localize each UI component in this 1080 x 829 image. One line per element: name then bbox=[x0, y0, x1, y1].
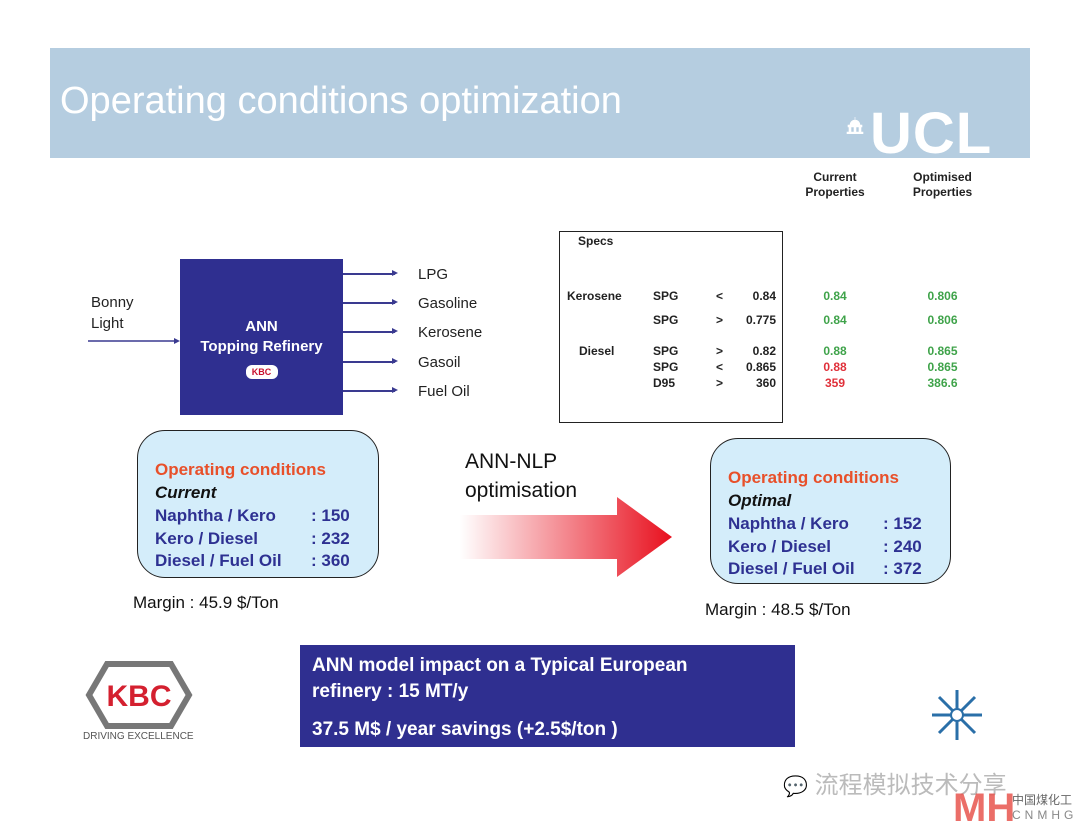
ann-topping-refinery-block: ANN Topping Refinery KBC bbox=[180, 259, 343, 415]
arrowhead-icon bbox=[392, 358, 398, 364]
product-label: LPG bbox=[418, 266, 449, 283]
optimal-item-value: : 372 bbox=[883, 559, 922, 578]
product-arrow bbox=[343, 331, 395, 333]
feed-label: Bonny Light bbox=[91, 294, 134, 332]
current-margin: Margin : 45.9 $/Ton bbox=[133, 593, 279, 612]
kbc-small-logo: KBC bbox=[245, 365, 278, 379]
current-item-value: : 360 bbox=[311, 551, 350, 570]
current-subheading: Current bbox=[155, 483, 217, 502]
optimal-item-value: : 240 bbox=[883, 536, 922, 556]
product-label: Gasoil bbox=[418, 354, 461, 371]
cnmhg-logo-mark: MH bbox=[953, 786, 1016, 829]
row-operator: > bbox=[716, 376, 724, 390]
row-optimised: 386.6 bbox=[927, 376, 958, 390]
arrow-label-line1: ANN-NLP bbox=[465, 450, 558, 473]
title-banner bbox=[50, 48, 1030, 158]
optimal-subheading: Optimal bbox=[728, 491, 792, 510]
row-optimised: 0.806 bbox=[927, 289, 958, 303]
row-property: SPG bbox=[653, 313, 679, 327]
watermark-caption: 流程模拟技术分享 bbox=[814, 772, 1007, 799]
slide-title: Operating conditions optimization bbox=[60, 80, 622, 122]
row-optimised: 0.865 bbox=[927, 360, 958, 374]
optimal-item-name: Kero / Diesel bbox=[728, 536, 831, 556]
optimal-margin: Margin : 48.5 $/Ton bbox=[705, 600, 851, 619]
current-item-name: Kero / Diesel bbox=[155, 528, 258, 548]
optimal-conditions-box bbox=[710, 438, 951, 584]
row-property: SPG bbox=[653, 360, 679, 374]
product-label: Fuel Oil bbox=[418, 383, 470, 400]
row-property: SPG bbox=[653, 289, 679, 303]
optimal-item-name: Naphtha / Kero bbox=[728, 514, 849, 533]
current-heading: Operating conditions bbox=[155, 460, 326, 479]
row-limit: 0.775 bbox=[746, 313, 777, 327]
impact-line2: refinery : 15 MT/y bbox=[312, 681, 469, 702]
specs-table bbox=[559, 231, 783, 423]
snowflake-icon bbox=[932, 690, 982, 740]
impact-line3: 37.5 M$ / year savings (+2.5$/ton ) bbox=[312, 719, 618, 740]
ucl-logo: UCL bbox=[870, 101, 993, 166]
impact-line1: ANN model impact on a Typical European bbox=[312, 655, 688, 676]
row-product: Kerosene bbox=[567, 289, 622, 303]
header-optimised-properties: Optimised Properties bbox=[912, 170, 973, 199]
arrow-label: ANN-NLP optimisation bbox=[465, 447, 577, 505]
arrowhead-icon bbox=[392, 299, 398, 305]
optimisation-arrow bbox=[460, 497, 672, 577]
arrow-label-line2: optimisation bbox=[465, 479, 578, 502]
row-operator: > bbox=[716, 344, 724, 358]
current-item-value: : 150 bbox=[311, 506, 350, 525]
row-optimised: 0.865 bbox=[927, 344, 958, 358]
row-current: 0.84 bbox=[823, 313, 847, 327]
product-arrow bbox=[343, 302, 395, 304]
current-item-name: Naphtha / Kero bbox=[155, 506, 276, 525]
kbc-logo: KBC bbox=[85, 661, 193, 729]
product-arrow bbox=[343, 361, 395, 363]
product-arrow bbox=[343, 390, 395, 392]
current-item-value: : 232 bbox=[311, 528, 350, 548]
current-conditions-box bbox=[137, 430, 379, 578]
row-current: 0.88 bbox=[823, 344, 847, 358]
row-product: Diesel bbox=[579, 344, 615, 358]
product-label: Gasoline bbox=[418, 295, 478, 312]
optimal-heading: Operating conditions bbox=[728, 468, 899, 487]
watermark-text: 💬 流程模拟技术分享 bbox=[783, 765, 1007, 800]
row-property: D95 bbox=[653, 376, 676, 390]
current-item-name: Diesel / Fuel Oil bbox=[155, 551, 282, 570]
wechat-icon: 💬 bbox=[783, 776, 808, 798]
row-operator: < bbox=[716, 289, 724, 303]
arrowhead-icon bbox=[392, 270, 398, 276]
row-operator: > bbox=[716, 313, 724, 327]
unit-line2: Topping Refinery bbox=[200, 338, 323, 355]
unit-line1: ANN bbox=[245, 318, 278, 335]
specs-label: Specs bbox=[578, 234, 614, 248]
kbc-tagline: DRIVING EXCELLENCE bbox=[83, 731, 194, 742]
ucl-dome-icon bbox=[846, 117, 864, 134]
svg-text:KBC: KBC bbox=[107, 680, 172, 713]
row-limit: 0.865 bbox=[746, 360, 777, 374]
product-arrow bbox=[343, 273, 395, 275]
optimal-item-name: Diesel / Fuel Oil bbox=[728, 559, 855, 578]
row-limit: 360 bbox=[755, 376, 776, 390]
row-optimised: 0.806 bbox=[927, 313, 958, 327]
impact-box: ANN model impact on a Typical European r… bbox=[300, 645, 795, 747]
row-current: 0.84 bbox=[823, 289, 847, 303]
row-current: 359 bbox=[824, 376, 846, 390]
row-property: SPG bbox=[653, 344, 679, 358]
arrowhead-icon bbox=[392, 387, 398, 393]
row-limit: 0.84 bbox=[752, 289, 776, 303]
row-current: 0.88 bbox=[823, 360, 847, 374]
row-operator: < bbox=[716, 360, 724, 374]
optimal-item-value: : 152 bbox=[883, 514, 922, 533]
feed-arrow bbox=[88, 338, 180, 344]
brand-en: CNMHG bbox=[1012, 808, 1078, 822]
header-current-properties: Current Properties bbox=[805, 170, 865, 199]
brand-cn: 中国煤化工 bbox=[1012, 793, 1073, 807]
product-label: Kerosene bbox=[418, 324, 483, 341]
arrowhead-icon bbox=[392, 328, 398, 334]
row-limit: 0.82 bbox=[752, 344, 776, 358]
